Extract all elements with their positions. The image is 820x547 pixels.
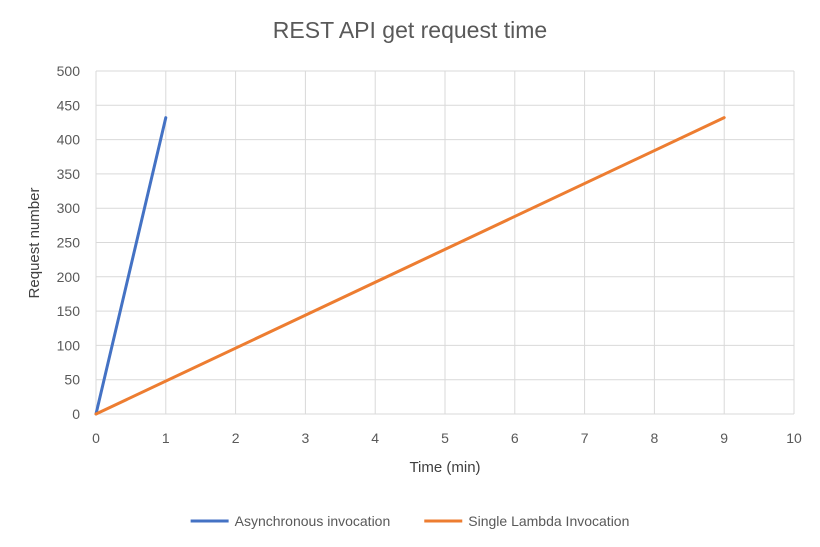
- x-tick-label: 1: [162, 430, 170, 446]
- legend: Asynchronous invocation Single Lambda Inv…: [190, 513, 629, 529]
- legend-entry-label: Asynchronous invocation: [235, 513, 391, 529]
- y-tick-label: 150: [57, 303, 81, 319]
- y-axis-ticks: 0 50 100 150 200 250 300 350 400 450 500: [57, 63, 81, 422]
- y-tick-label: 500: [57, 63, 81, 79]
- x-tick-label: 7: [581, 430, 589, 446]
- x-tick-label: 3: [302, 430, 310, 446]
- y-tick-label: 300: [57, 200, 81, 216]
- series-lines: [94, 116, 726, 416]
- x-axis-ticks: 0 1 2 3 4 5 6 7 8 9 10: [92, 430, 802, 446]
- y-tick-label: 200: [57, 269, 81, 285]
- x-axis-label: Time (min): [409, 459, 480, 476]
- legend-entry-label: Single Lambda Invocation: [468, 513, 629, 529]
- x-tick-label: 8: [651, 430, 659, 446]
- series-line-1: [94, 116, 726, 416]
- y-tick-label: 350: [57, 166, 81, 182]
- x-tick-label: 2: [232, 430, 240, 446]
- y-axis-label: Request number: [26, 188, 43, 299]
- series-line-0: [94, 116, 168, 416]
- y-tick-label: 250: [57, 235, 81, 251]
- y-tick-label: 50: [64, 372, 80, 388]
- x-tick-label: 6: [511, 430, 519, 446]
- x-tick-label: 10: [786, 430, 802, 446]
- y-tick-label: 100: [57, 337, 81, 353]
- y-tick-label: 0: [72, 406, 80, 422]
- x-tick-label: 0: [92, 430, 100, 446]
- y-tick-label: 400: [57, 132, 81, 148]
- x-tick-label: 5: [441, 430, 449, 446]
- x-tick-label: 9: [720, 430, 728, 446]
- y-tick-label: 450: [57, 97, 81, 113]
- grid-lines: [95, 70, 795, 415]
- chart-title: REST API get request time: [273, 17, 547, 43]
- x-tick-label: 4: [371, 430, 379, 446]
